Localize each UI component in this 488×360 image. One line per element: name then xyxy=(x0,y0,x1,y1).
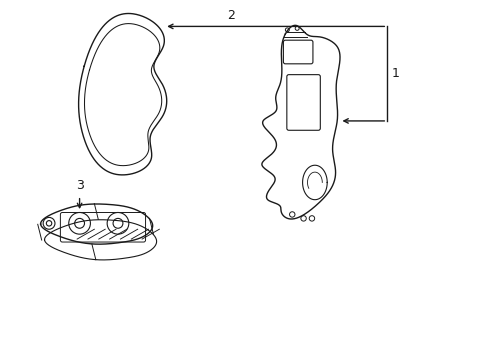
FancyBboxPatch shape xyxy=(283,40,312,64)
Text: 1: 1 xyxy=(390,67,398,80)
Polygon shape xyxy=(44,220,156,260)
Polygon shape xyxy=(262,25,339,219)
Polygon shape xyxy=(41,204,152,244)
Text: 3: 3 xyxy=(76,179,83,192)
Polygon shape xyxy=(302,165,326,200)
Text: 2: 2 xyxy=(227,9,235,22)
FancyBboxPatch shape xyxy=(286,75,320,130)
